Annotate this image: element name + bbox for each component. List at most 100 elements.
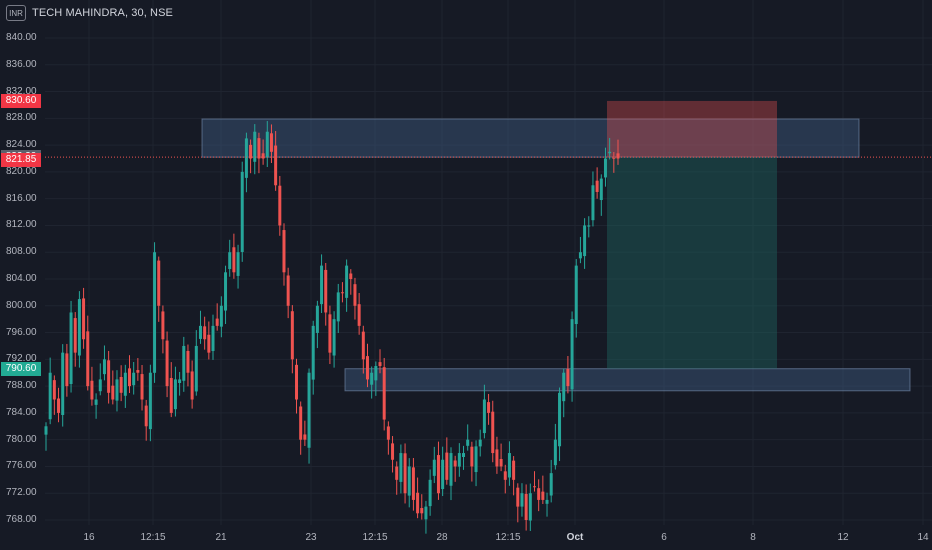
- candle-body: [161, 311, 165, 340]
- candle-body: [616, 153, 620, 159]
- candle-body: [436, 455, 440, 494]
- currency-icon[interactable]: INR: [6, 5, 26, 21]
- candle-body: [157, 260, 161, 306]
- candle-body: [290, 311, 294, 360]
- candle-body: [462, 453, 466, 458]
- candle-body: [148, 372, 152, 430]
- y-tick-label: 824.00: [6, 139, 37, 151]
- y-tick-label: 840.00: [6, 32, 37, 43]
- candle-body: [219, 305, 223, 327]
- candle-body: [495, 449, 499, 467]
- candle-body: [278, 185, 282, 226]
- x-tick-label: 16: [83, 532, 95, 543]
- y-tick-label: 784.00: [6, 406, 37, 418]
- candle-body: [487, 402, 491, 413]
- candle-body: [203, 326, 207, 340]
- candle-body: [353, 284, 357, 306]
- candle-body: [107, 360, 111, 393]
- candle-body: [69, 312, 73, 385]
- candle-body: [524, 493, 528, 520]
- candle-body: [269, 133, 273, 152]
- candle-body: [119, 377, 123, 393]
- candle-body: [257, 138, 261, 159]
- candle-body: [232, 247, 236, 273]
- candle-body: [349, 273, 353, 279]
- candle-body: [169, 377, 173, 413]
- x-tick-label: 21: [215, 532, 227, 543]
- candle-body: [595, 180, 599, 192]
- candle-body: [361, 331, 365, 360]
- candle-body: [44, 426, 48, 435]
- candle-body: [65, 353, 69, 387]
- x-tick-label: 12:15: [362, 532, 388, 543]
- candle-body: [528, 493, 532, 521]
- candle-body: [591, 185, 595, 221]
- candle-body: [386, 426, 390, 440]
- candle-body: [274, 145, 278, 186]
- candle-body: [424, 506, 428, 520]
- candle-body: [558, 392, 562, 447]
- x-tick-label: 12:15: [495, 532, 521, 543]
- candle-body: [224, 272, 228, 311]
- y-tick-label: 772.00: [6, 487, 37, 499]
- x-tick-label: 12:15: [140, 532, 166, 543]
- candle-body: [407, 466, 411, 496]
- candle-body: [123, 372, 127, 396]
- candle-body: [249, 144, 253, 159]
- y-tick-label: 812.00: [6, 219, 37, 231]
- candle-body: [207, 334, 211, 353]
- supply-zone: [201, 118, 860, 158]
- candle-body: [474, 446, 478, 473]
- candle-body: [562, 372, 566, 402]
- candle-body: [140, 374, 144, 400]
- candle-body: [336, 292, 340, 322]
- candle-body: [608, 151, 612, 154]
- candle-body: [378, 362, 382, 367]
- price-tag: 790.60: [1, 361, 41, 376]
- y-tick-label: 816.00: [6, 192, 37, 204]
- candle-body: [516, 487, 520, 507]
- candle-body: [599, 178, 603, 201]
- candle-body: [520, 493, 524, 507]
- candle-body: [574, 265, 578, 325]
- candle-body: [466, 439, 470, 446]
- y-tick-label: 832.00: [6, 85, 37, 97]
- candle-body: [315, 305, 319, 333]
- candle-body: [253, 131, 257, 162]
- y-tick-label: 800.00: [6, 299, 37, 311]
- target-zone: [607, 157, 777, 369]
- candle-body: [153, 252, 157, 373]
- candle-body: [445, 452, 449, 480]
- candle-body: [303, 434, 307, 440]
- y-tick-label: 820.00: [6, 165, 37, 177]
- candle-body: [570, 319, 574, 390]
- y-tick-label: 776.00: [6, 460, 37, 472]
- candle-body: [420, 508, 424, 514]
- price-tag: 821.85: [1, 152, 41, 167]
- y-tick-label: 828.00: [6, 112, 37, 124]
- candle-body: [587, 225, 591, 227]
- candle-body: [549, 473, 553, 496]
- candle-body: [324, 269, 328, 313]
- candle-body: [382, 367, 386, 420]
- candle-body: [345, 265, 349, 298]
- candle-body: [416, 492, 420, 514]
- candle-body: [532, 486, 536, 488]
- candle-body: [583, 225, 587, 257]
- y-tick-label: 780.00: [6, 433, 37, 445]
- candle-body: [52, 380, 56, 400]
- candle-body: [198, 325, 202, 339]
- candle-body: [478, 439, 482, 447]
- candle-body: [612, 157, 616, 159]
- grid: [45, 0, 932, 525]
- candle-body: [165, 340, 169, 387]
- candle-body: [482, 399, 486, 434]
- candle-body: [211, 325, 215, 352]
- candle-body: [144, 405, 148, 427]
- candle-body: [115, 379, 119, 401]
- candle-body: [399, 453, 403, 482]
- candle-body: [286, 275, 290, 306]
- candle-body: [111, 385, 115, 400]
